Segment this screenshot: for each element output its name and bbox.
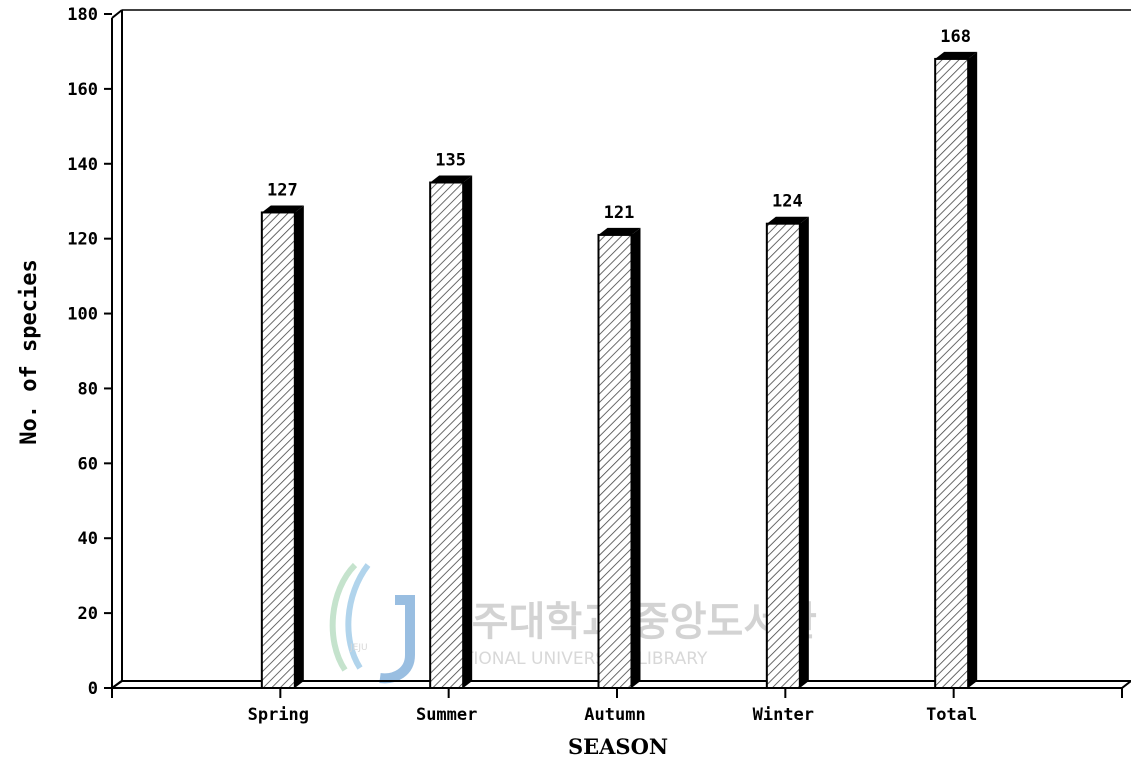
y-tick-label: 20: [78, 604, 98, 624]
y-axis-title: No. of species: [17, 259, 42, 444]
bar-value-label: 121: [604, 203, 635, 223]
bar-top: [935, 51, 978, 59]
y-tick-label: 40: [78, 529, 98, 549]
bar-front: [597, 233, 633, 690]
y-tick-label: 120: [67, 230, 98, 250]
bar-summer: 135: [429, 151, 473, 689]
y-tick-label: 60: [78, 454, 98, 474]
bar-side: [294, 205, 304, 688]
bar-side: [463, 175, 473, 688]
x-tick-label: Summer: [416, 705, 477, 725]
y-tick-label: 140: [67, 155, 98, 175]
x-grid-depth: [1121, 680, 1131, 689]
bar-side: [631, 227, 641, 688]
watermark: JEJU 제주대학교 중앙도서관 NATIONAL UNIVERSITY LIB…: [329, 562, 817, 684]
university-logo-icon: JEJU: [329, 562, 415, 684]
x-tick-label: Spring: [248, 705, 309, 725]
y-tick-label: 0: [88, 679, 98, 699]
bar-top: [598, 227, 641, 235]
x-grid-depth: [111, 680, 122, 689]
x-tick-label: Autumn: [584, 705, 645, 725]
bars: 127 135 121 124 168: [260, 27, 978, 690]
y-tick-label: 100: [67, 305, 98, 325]
bar-winter: 124: [765, 192, 809, 689]
y-axis-ticks: 0 20 40 60 80 100 120 140 160 180: [67, 5, 112, 699]
bar-front: [934, 57, 970, 689]
bar-side: [799, 216, 809, 688]
bar-front: [429, 181, 465, 689]
bar-spring: 127: [260, 180, 304, 689]
bar-side: [968, 51, 978, 688]
bar-top: [766, 216, 809, 224]
x-tick-label: Winter: [753, 705, 814, 725]
category-labels: Spring Summer Autumn Winter Total: [248, 705, 978, 725]
x-tick-label: Total: [926, 705, 977, 725]
bar-value-label: 135: [435, 151, 466, 171]
y-tick-label: 180: [67, 5, 98, 25]
bar-autumn: 121: [597, 203, 641, 690]
bar-top: [430, 175, 473, 183]
bar-value-label: 168: [940, 27, 971, 47]
bar-total: 168: [934, 27, 978, 689]
watermark-subtitle: NATIONAL UNIVERSITY LIBRARY: [440, 649, 708, 669]
bar-front: [765, 222, 801, 689]
bar-top: [261, 205, 304, 213]
watermark-logo-text: JEJU: [349, 643, 368, 653]
frame-top-left: [111, 9, 123, 19]
x-axis-title: SEASON: [568, 734, 668, 759]
bar-value-label: 124: [772, 192, 803, 212]
bar-value-label: 127: [267, 180, 298, 200]
bar-front: [260, 211, 296, 689]
y-tick-label: 160: [67, 80, 98, 100]
y-tick-label: 80: [78, 379, 98, 399]
